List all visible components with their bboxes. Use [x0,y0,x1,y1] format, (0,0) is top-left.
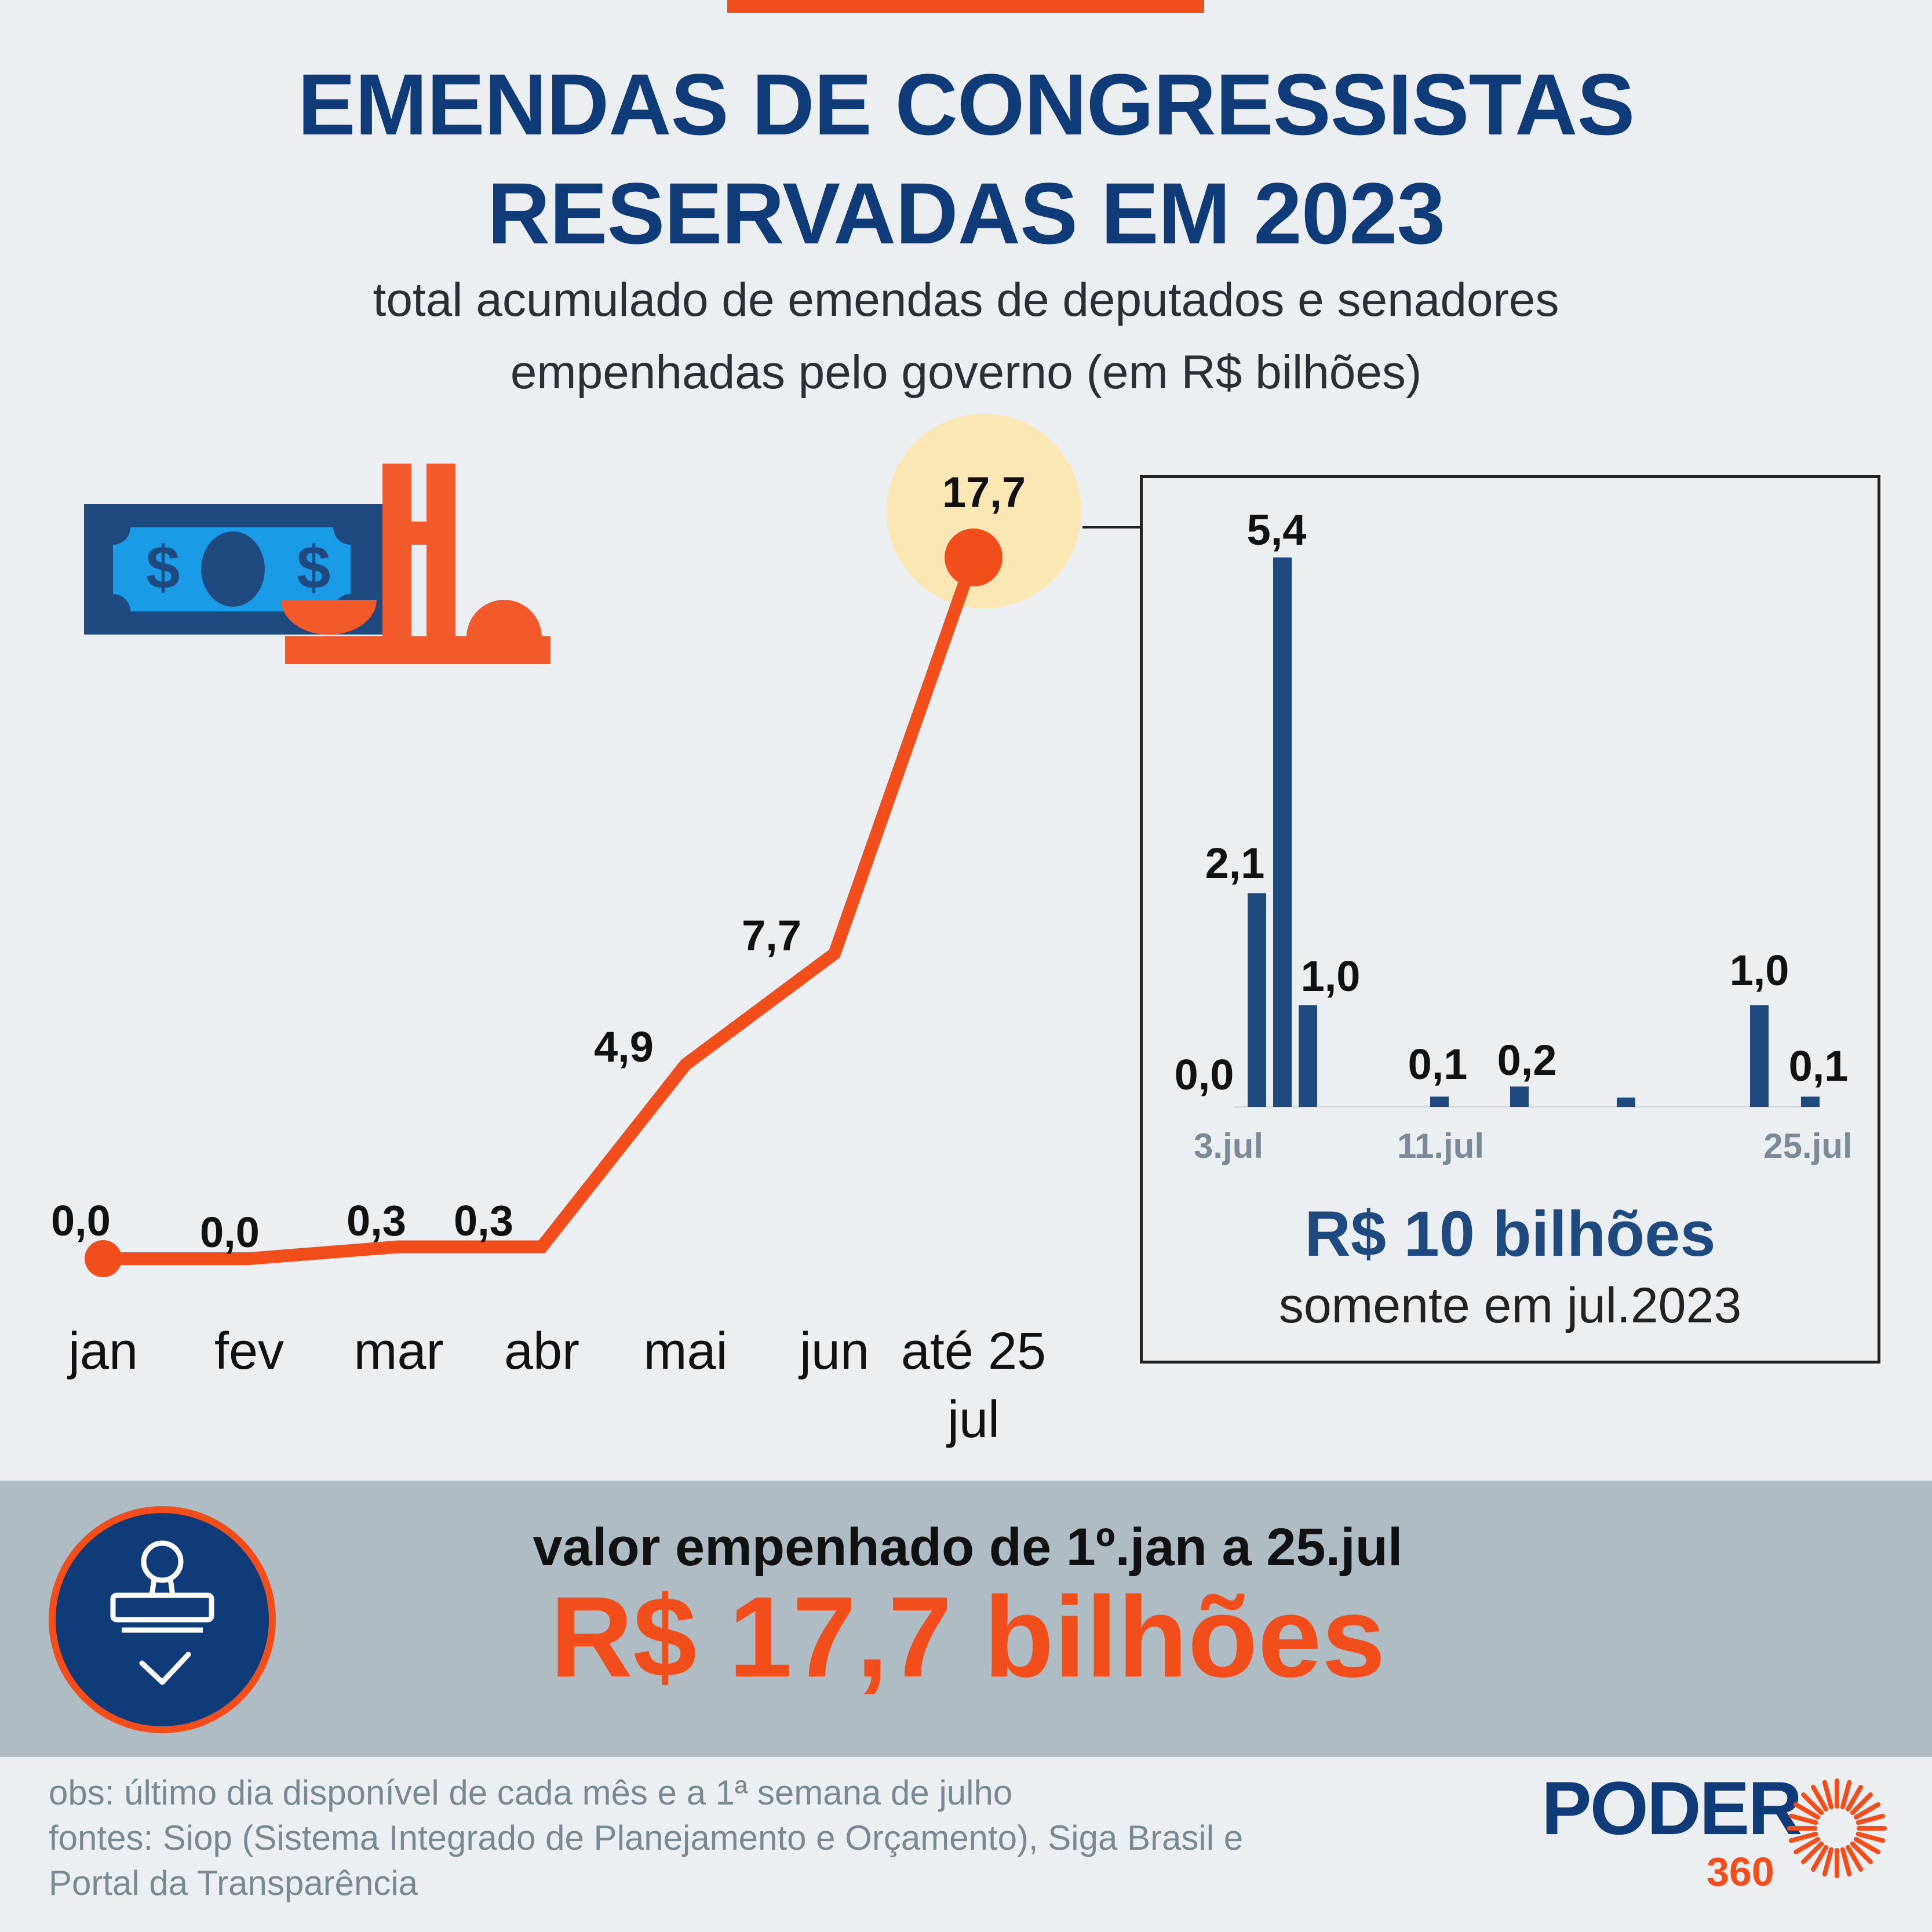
x-tick-2: 11.jul [1397,1127,1484,1165]
bar-3 [1273,557,1292,1107]
checkmark-icon [139,1652,191,1685]
bar-label-3: 5,4 [1247,506,1307,554]
footer-obs: obs: último dia disponível de cada mês e… [49,1773,1013,1812]
sunburst-ray-18 [1822,1780,1834,1810]
bar-label-6: 0,2 [1497,1036,1557,1084]
x-axis-label-7-2: jul [946,1391,1000,1449]
sunburst-ray-9 [1811,1844,1828,1872]
point-jan [85,1240,122,1277]
x-axis-label-2-1: fev [214,1322,284,1380]
bar-label-4: 1,0 [1301,952,1361,1000]
x-axis-label-6-1: jun [798,1322,869,1380]
bar-label-5: 0,1 [1408,1040,1468,1088]
value-label-abr: 0,3 [454,1197,513,1245]
logo-name: PODER [1541,1766,1802,1850]
x-axis-label-4-1: abr [504,1322,579,1380]
chart-title-line2: RESERVADAS EM 2023 [487,165,1445,262]
x-axis-label-7-1: até 25 [901,1322,1046,1380]
top-accent-bar [727,0,1204,13]
footer-sources-line2: Portal da Transparência [49,1864,418,1902]
summary-label: valor empenhado de 1º.jan a 25.jul [533,1518,1403,1577]
sunburst-ray-22 [1850,1792,1873,1816]
chart-subtitle-line2: empenhadas pelo governo (em R$ bilhões) [510,346,1422,399]
sunburst-ray-8 [1822,1847,1834,1877]
x-tick-3: 25.jul [1763,1127,1852,1165]
value-label-até-25-jul: 17,7 [942,468,1026,516]
inset-total-label: R$ 10 bilhões [1304,1198,1716,1270]
sunburst-ray-23 [1853,1802,1881,1820]
summary-value: R$ 17,7 bilhões [550,1573,1386,1701]
sunburst-ray-5 [1846,1844,1863,1872]
sunburst-ray-4 [1850,1841,1873,1864]
svg-text:$: $ [146,534,180,602]
footer-sources-line1: fontes: Siop (Sistema Integrado de Plane… [49,1818,1244,1857]
sunburst-ray-15 [1793,1802,1821,1820]
svg-text:$: $ [297,534,330,602]
money-congress-illustration: $ $ [84,464,551,664]
line-chart: 0,0 0,0 0,3 0,3 4,9 7,7 17,7 jan fev mar abr mai jun… [51,414,1853,1449]
x-tick-1: 3.jul [1194,1127,1263,1165]
highlight-circle [887,414,1081,608]
sunburst-ray-16 [1801,1792,1824,1816]
july-daily-inset [1140,475,1880,1364]
x-axis-label-5-1: mai [643,1322,727,1380]
bar-6 [1510,1086,1529,1107]
bar-7 [1617,1098,1635,1107]
sunburst-ray-24 [1856,1813,1886,1825]
bar-2 [1248,893,1266,1107]
value-label-jun: 7,7 [742,912,801,960]
value-label-fev: 0,0 [200,1208,260,1256]
point-last [945,528,1003,586]
sunburst-ray-12 [1788,1831,1818,1843]
value-label-jan: 0,0 [51,1197,111,1245]
chart-subtitle-line1: total acumulado de emendas de deputados … [373,274,1559,326]
logo-number: 360 [1707,1849,1774,1894]
sunburst-ray-10 [1801,1841,1824,1864]
sunburst-ray-14 [1788,1813,1818,1825]
bar-label-8: 1,0 [1730,946,1789,994]
congress-building-icon [281,464,551,664]
chart-title-line1: EMENDAS DE CONGRESSISTAS [297,56,1635,153]
sunburst-ray-17 [1811,1784,1828,1812]
sunburst-ray-6 [1840,1847,1852,1877]
sunburst-ray-21 [1846,1784,1863,1812]
bar-4 [1299,1005,1317,1107]
x-axis-label-1-1: jan [67,1322,138,1380]
x-axis-label-3-1: mar [354,1322,444,1380]
bar-label-2: 2,1 [1205,839,1265,887]
sunburst-ray-11 [1793,1837,1821,1854]
bar-5 [1430,1096,1449,1107]
bar-9 [1801,1096,1820,1107]
line-series [97,551,980,1265]
summary-band [0,1481,1932,1757]
sunburst-ray-2 [1856,1831,1886,1843]
inset-total-note: somente em jul.2023 [1278,1278,1742,1333]
stamp-badge [49,1506,276,1733]
bar-label-9: 0,1 [1789,1042,1849,1090]
stamp-icon [110,1540,214,1633]
value-label-mar: 0,3 [347,1197,406,1245]
value-label-mai: 4,9 [594,1023,654,1071]
bar-8 [1750,1005,1769,1107]
sunburst-ray-20 [1840,1780,1852,1810]
sunburst-logo-icon [1787,1778,1887,1878]
bar-label-1: 0,0 [1175,1051,1234,1099]
sunburst-ray-3 [1853,1837,1881,1854]
footer-notes: obs: último dia disponível de cada mês e… [49,1770,1439,1906]
